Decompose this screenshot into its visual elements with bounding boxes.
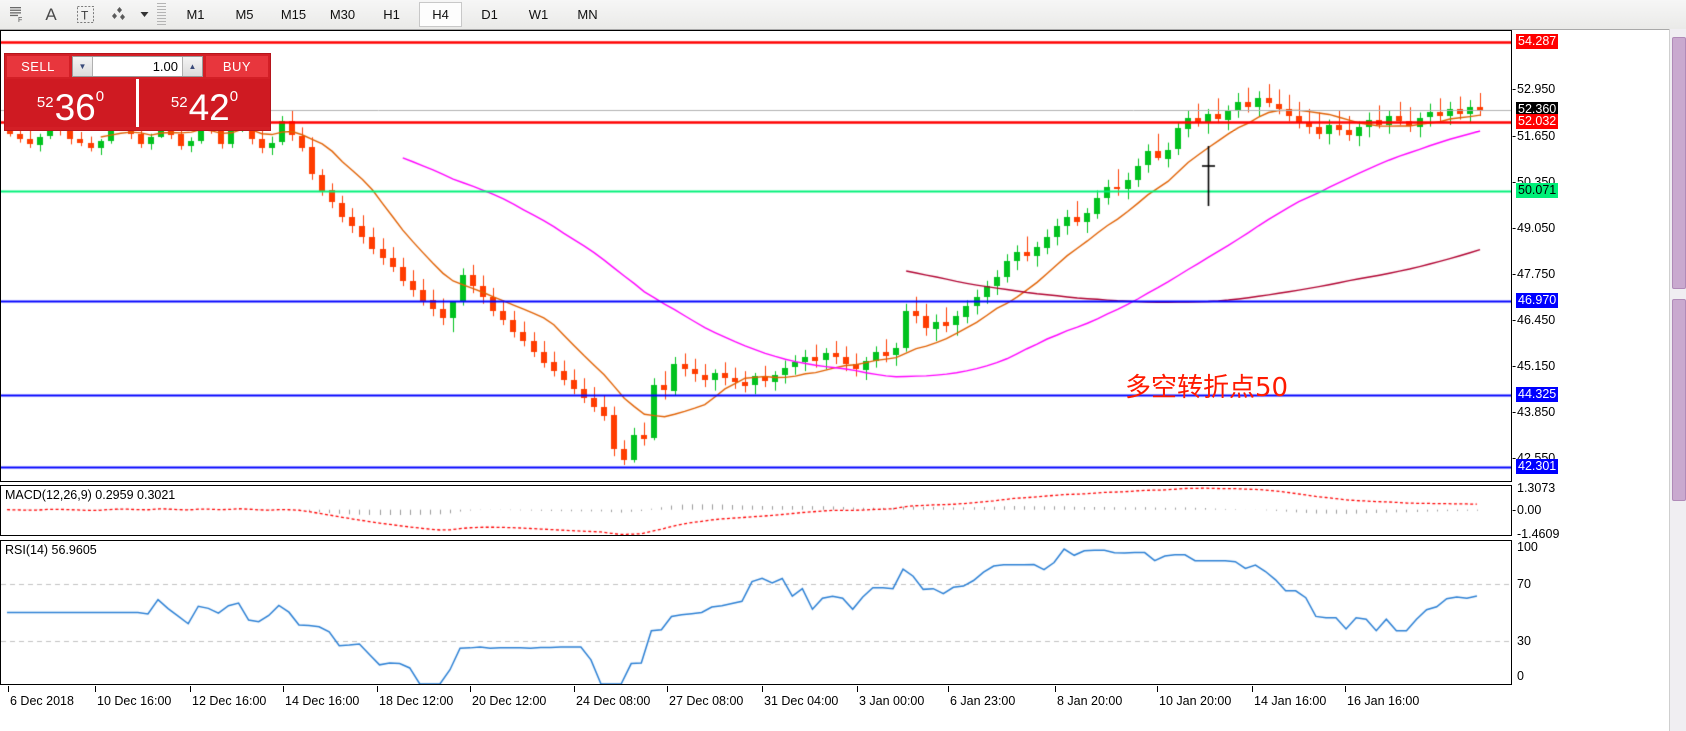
time-tick	[8, 686, 9, 692]
rsi-axis: 100 70 30 0	[1512, 540, 1686, 685]
buy-price-big: 42	[188, 87, 230, 128]
time-tick	[857, 686, 858, 692]
toolbar-drag-handle[interactable]	[157, 3, 166, 26]
sell-price-big: 36	[54, 87, 96, 128]
text-box-icon[interactable]: T	[68, 1, 102, 28]
price-tick: -49.050	[1512, 220, 1556, 235]
buy-button[interactable]: BUY	[206, 56, 268, 77]
time-tick	[574, 686, 575, 692]
objects-icon[interactable]	[102, 1, 136, 28]
objects-dropdown-caret-icon[interactable]	[136, 1, 152, 28]
time-axis-label: 20 Dec 12:00	[472, 694, 547, 708]
time-axis-label: 24 Dec 08:00	[576, 694, 651, 708]
price-tick: -47.750	[1512, 266, 1556, 281]
price-tick: -46.450	[1512, 312, 1556, 327]
time-axis-label: 8 Jan 20:00	[1057, 694, 1123, 708]
buy-price-pip: 0	[229, 88, 239, 105]
time-tick	[470, 686, 471, 692]
rsi-tick: 0	[1517, 669, 1524, 683]
volume-increase-button[interactable]: ▲	[182, 57, 202, 76]
vertical-scrollbar[interactable]	[1669, 29, 1686, 731]
macd-indicator-pane[interactable]: MACD(12,26,9) 0.2959 0.3021	[0, 485, 1512, 536]
time-tick	[667, 686, 668, 692]
rsi-tick: 100	[1517, 540, 1538, 554]
timeframe-button-m30[interactable]: M30	[329, 7, 356, 22]
time-axis[interactable]: 6 Dec 2018 10 Dec 16:00 12 Dec 16:00 14 Dec…	[0, 686, 1512, 731]
time-tick	[1252, 686, 1253, 692]
sell-price-display[interactable]: 52 36 0	[5, 79, 136, 127]
timeframe-button-d1[interactable]: D1	[481, 7, 498, 22]
timeframe-button-m15[interactable]: M15	[280, 7, 307, 22]
price-tick: -51.650	[1512, 128, 1556, 143]
time-axis-label: 10 Jan 20:00	[1159, 694, 1232, 708]
time-tick	[1055, 686, 1056, 692]
time-axis-label: 18 Dec 12:00	[379, 694, 454, 708]
svg-text:T: T	[81, 9, 89, 23]
sell-price-lead: 52	[36, 94, 54, 111]
trade-controls-row: SELL ▼ 1.00 ▲ BUY	[5, 54, 270, 79]
time-axis-label: 14 Jan 16:00	[1254, 694, 1327, 708]
price-level-label[interactable]: 44.325	[1516, 387, 1559, 403]
price-level-label[interactable]: 52.032	[1516, 113, 1559, 129]
time-axis-label: 14 Dec 16:00	[285, 694, 360, 708]
sell-price-pip: 0	[95, 88, 105, 105]
timeframe-button-mn[interactable]: MN	[577, 7, 598, 22]
time-tick	[762, 686, 763, 692]
svg-text:F: F	[18, 17, 22, 23]
time-tick	[948, 686, 949, 692]
scrollbar-thumb[interactable]	[1672, 37, 1686, 289]
timeframe-button-h1[interactable]: H1	[383, 7, 400, 22]
price-axis[interactable]: -52.950 -51.650 -50.350 -49.050 -47.750 -46.4…	[1512, 30, 1686, 482]
time-tick	[1157, 686, 1158, 692]
time-axis-label: 10 Dec 16:00	[97, 694, 172, 708]
time-tick	[190, 686, 191, 692]
buy-price-lead: 52	[170, 94, 188, 111]
rsi-label: RSI(14) 56.9605	[5, 543, 97, 557]
time-axis-label: 16 Jan 16:00	[1347, 694, 1420, 708]
rsi-indicator-pane[interactable]: RSI(14) 56.9605	[0, 540, 1512, 685]
volume-input[interactable]: 1.00	[152, 59, 178, 74]
time-tick	[377, 686, 378, 692]
timeframe-button-m5[interactable]: M5	[235, 7, 254, 22]
price-level-label[interactable]: 42.301	[1516, 458, 1559, 474]
volume-stepper[interactable]: ▼ 1.00 ▲	[72, 56, 203, 77]
time-axis-label: 31 Dec 04:00	[764, 694, 839, 708]
timeframe-button-h4[interactable]: H4	[419, 2, 462, 27]
price-tick: -43.850	[1512, 404, 1556, 419]
sell-button[interactable]: SELL	[7, 56, 69, 77]
macd-tick: -0.00	[1512, 502, 1542, 517]
time-tick	[283, 686, 284, 692]
chart-annotation-text: 多空转折点50	[1125, 373, 1289, 403]
time-axis-label: 6 Dec 2018	[10, 694, 74, 708]
price-level-label[interactable]: 46.970	[1516, 293, 1559, 309]
price-level-label[interactable]: 54.287	[1516, 34, 1559, 50]
rsi-tick: 70	[1517, 576, 1531, 591]
volume-decrease-button[interactable]: ▼	[73, 57, 93, 76]
timeframe-button-w1[interactable]: W1	[528, 7, 549, 22]
one-click-trading-panel[interactable]: SELL ▼ 1.00 ▲ BUY 52 36 0 52 42 0	[4, 53, 271, 131]
buy-price-display[interactable]: 52 42 0	[136, 79, 270, 127]
price-tick: -45.150	[1512, 358, 1556, 373]
macd-label: MACD(12,26,9) 0.2959 0.3021	[5, 488, 176, 502]
price-level-label[interactable]: 52.360	[1516, 102, 1559, 118]
trade-prices-row: 52 36 0 52 42 0	[5, 79, 270, 127]
main-toolbar: F A T M1 M5 M15 M30 H1 H4 D1 W1 MN	[0, 0, 1686, 30]
text-label-icon[interactable]: A	[45, 4, 57, 24]
timeframe-button-m1[interactable]: M1	[186, 7, 205, 22]
price-level-label[interactable]: 50.071	[1516, 183, 1559, 199]
indicator-list-icon[interactable]: F	[0, 1, 34, 28]
scrollbar-thumb-lower[interactable]	[1672, 299, 1686, 501]
price-tick: -52.950	[1512, 82, 1556, 97]
time-axis-label: 27 Dec 08:00	[669, 694, 744, 708]
time-axis-label: 3 Jan 00:00	[859, 694, 925, 708]
time-tick	[1345, 686, 1346, 692]
macd-axis: 1.3073 -0.00 -1.4609	[1512, 481, 1686, 541]
macd-tick: -1.4609	[1517, 526, 1560, 541]
rsi-tick: 30	[1517, 634, 1531, 649]
macd-tick: 1.3073	[1517, 481, 1556, 496]
time-axis-label: 6 Jan 23:00	[950, 694, 1016, 708]
time-axis-label: 12 Dec 16:00	[192, 694, 267, 708]
time-tick	[95, 686, 96, 692]
